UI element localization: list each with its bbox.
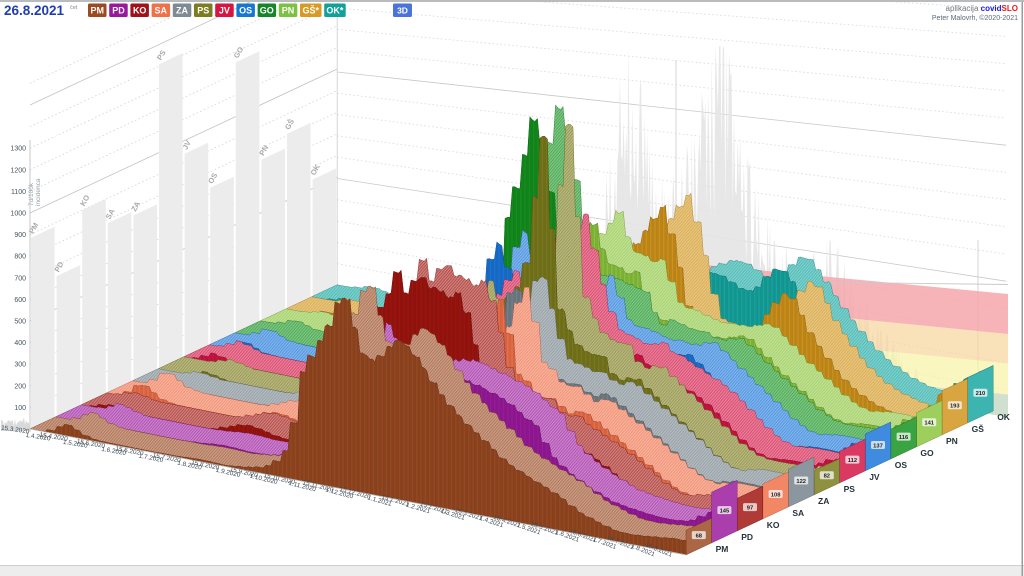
svg-text:137: 137	[873, 443, 883, 449]
svg-text:SA: SA	[792, 508, 804, 518]
svg-text:PM: PM	[90, 6, 104, 16]
svg-text:1100: 1100	[11, 189, 26, 196]
svg-text:ZA: ZA	[176, 6, 188, 16]
svg-text:600: 600	[14, 297, 26, 304]
svg-text:141: 141	[924, 421, 934, 427]
svg-text:200: 200	[14, 383, 26, 390]
svg-text:OS: OS	[895, 460, 908, 470]
svg-text:3D: 3D	[397, 6, 408, 16]
svg-text:GO: GO	[920, 448, 934, 458]
svg-text:800: 800	[14, 254, 26, 261]
svg-text:PS: PS	[155, 49, 168, 62]
svg-text:PN: PN	[946, 436, 958, 446]
svg-text:OK: OK	[997, 412, 1011, 422]
svg-text:68: 68	[696, 533, 703, 539]
svg-text:1300: 1300	[10, 146, 26, 153]
svg-text:112: 112	[848, 458, 857, 464]
svg-text:Peter Malovrh, ©2020-2021: Peter Malovrh, ©2020-2021	[932, 14, 1018, 22]
svg-text:100: 100	[14, 405, 26, 412]
svg-text:aplikacija covidSLO: aplikacija covidSLO	[946, 4, 1019, 13]
svg-text:15.3.2020: 15.3.2020	[1, 425, 31, 436]
svg-text:7d/100k: 7d/100k	[28, 182, 35, 206]
svg-text:15.5.2020: 15.5.2020	[76, 438, 106, 450]
svg-text:193: 193	[950, 404, 960, 410]
svg-text:300: 300	[14, 362, 26, 369]
svg-text:SA: SA	[155, 6, 168, 16]
svg-text:incidenca: incidenca	[35, 178, 42, 206]
svg-text:145: 145	[720, 508, 730, 514]
svg-text:GŠ*: GŠ*	[302, 5, 319, 16]
svg-text:KO: KO	[133, 6, 147, 16]
svg-text:PS: PS	[197, 6, 209, 16]
svg-text:PN: PN	[282, 6, 295, 16]
svg-text:500: 500	[14, 319, 26, 326]
svg-text:ZA: ZA	[818, 496, 829, 506]
svg-text:OK*: OK*	[326, 6, 344, 16]
svg-text:PD: PD	[741, 532, 753, 542]
svg-text:JV: JV	[219, 6, 230, 16]
svg-text:15.4.2020: 15.4.2020	[39, 432, 69, 443]
svg-text:GŠ: GŠ	[972, 423, 985, 434]
svg-text:900: 900	[14, 232, 26, 239]
svg-text:97: 97	[747, 505, 753, 511]
svg-text:26.8.2021: 26.8.2021	[4, 3, 65, 18]
svg-text:OS: OS	[239, 6, 252, 16]
svg-text:čet: čet	[70, 5, 78, 11]
svg-text:PS: PS	[844, 484, 856, 494]
svg-text:JV: JV	[181, 139, 193, 151]
svg-text:1000: 1000	[10, 211, 26, 218]
svg-text:116: 116	[899, 435, 909, 441]
svg-text:122: 122	[796, 479, 806, 485]
svg-text:108: 108	[771, 492, 781, 498]
svg-text:PD: PD	[112, 6, 125, 16]
svg-text:1200: 1200	[10, 167, 26, 174]
svg-text:JV: JV	[869, 472, 880, 482]
svg-text:GO: GO	[260, 6, 274, 16]
svg-text:1.4.2020: 1.4.2020	[25, 432, 51, 443]
svg-text:1.5.2020: 1.5.2020	[62, 439, 88, 450]
svg-text:400: 400	[14, 340, 26, 347]
svg-text:82: 82	[824, 474, 830, 480]
svg-text:210: 210	[976, 391, 986, 397]
svg-text:1.8.2020: 1.8.2020	[177, 460, 203, 472]
svg-text:700: 700	[14, 275, 26, 282]
svg-text:1.6.2020: 1.6.2020	[101, 446, 127, 457]
svg-text:PN: PN	[257, 144, 270, 158]
svg-text:1.7.2020: 1.7.2020	[138, 453, 164, 465]
svg-text:PM: PM	[716, 544, 729, 554]
svg-text:KO: KO	[767, 520, 780, 530]
